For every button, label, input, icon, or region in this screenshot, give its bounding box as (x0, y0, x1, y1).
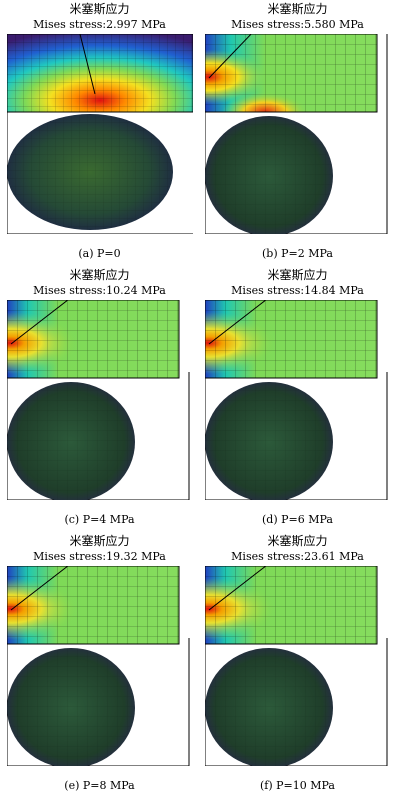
stress-block (205, 34, 378, 113)
fea-figure-f (205, 566, 388, 766)
panel-f: 米塞斯应力 Mises stress:23.61 MPa (200, 532, 395, 794)
stress-block (7, 300, 180, 379)
panel-title-cn: 米塞斯应力 (267, 268, 328, 282)
panel-caption: (f) P=10 MPa (260, 779, 335, 792)
fea-figure-c (7, 300, 190, 500)
panel-c: 米塞斯应力 Mises stress:10.24 MPa (2, 266, 197, 528)
panel-title-stress: Mises stress:19.32 MPa (33, 550, 166, 563)
leader-line (79, 34, 96, 95)
panel-title-stress: Mises stress:5.580 MPa (231, 18, 364, 31)
panel-title-cn: 米塞斯应力 (69, 2, 130, 16)
panel-title-stress: Mises stress:10.24 MPa (33, 284, 166, 297)
panel-caption: (c) P=4 MPa (64, 513, 135, 526)
panel-title-cn: 米塞斯应力 (267, 2, 328, 16)
stress-block (205, 300, 378, 379)
panel-title-stress: Mises stress:2.997 MPa (33, 18, 166, 31)
leader-line (208, 566, 267, 611)
leader-line (10, 566, 69, 611)
panel-d: 米塞斯应力 Mises stress:14.84 MPa (200, 266, 395, 528)
fea-figure-d (205, 300, 388, 500)
panel-caption: (d) P=6 MPa (262, 513, 333, 526)
panel-title-cn: 米塞斯应力 (69, 534, 130, 548)
panel-b: 米塞斯应力 Mises stress:5.580 MPa (200, 0, 395, 262)
panel-title-stress: Mises stress:14.84 MPa (231, 284, 364, 297)
fea-figure-e (7, 566, 190, 766)
panel-title-stress: Mises stress:23.61 MPa (231, 550, 364, 563)
panel-caption: (e) P=8 MPa (64, 779, 135, 792)
stress-block (7, 566, 180, 645)
leader-line (208, 34, 252, 79)
leader-line (208, 300, 267, 345)
fea-figure-b (205, 34, 388, 234)
panel-e: 米塞斯应力 Mises stress:19.32 MPa (2, 532, 197, 794)
panel-title-cn: 米塞斯应力 (69, 268, 130, 282)
panel-caption: (b) P=2 MPa (262, 247, 333, 260)
stress-block (205, 566, 378, 645)
panel-a: 米塞斯应力 Mises stress:2.997 MPa (2, 0, 197, 262)
panel-caption: (a) P=0 (78, 247, 121, 260)
panel-title-cn: 米塞斯应力 (267, 534, 328, 548)
fea-figure-a (7, 34, 193, 234)
leader-line (10, 300, 69, 345)
